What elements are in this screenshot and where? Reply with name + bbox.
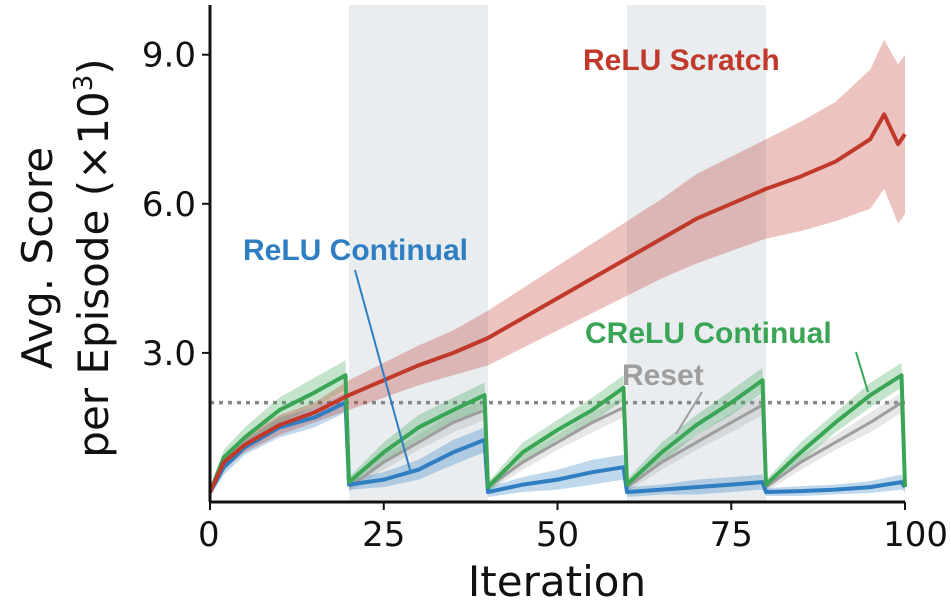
pointer-crelu-continual xyxy=(855,351,869,393)
y-tick-label: 3.0 xyxy=(142,334,196,374)
pointer-reset xyxy=(675,391,703,435)
label-relu-scratch: ReLU Scratch xyxy=(583,44,780,77)
shaded-regions xyxy=(349,5,766,502)
x-tick-label: 75 xyxy=(710,515,753,555)
x-ticks: 0 25 50 75 100 xyxy=(198,502,948,555)
y-axis-label-line2: per Episode (×103) xyxy=(69,58,118,457)
y-tick-label: 6.0 xyxy=(142,185,196,225)
band-relu-scratch xyxy=(210,39,905,498)
y-axis-label: Avg. Score per Episode (×103) xyxy=(13,58,118,457)
shaded-region-1 xyxy=(627,5,766,502)
series-lines xyxy=(208,112,907,495)
y-ticks: 3.0 6.0 9.0 xyxy=(142,36,210,374)
band-relu-continual xyxy=(210,392,905,498)
y-axis-label-line1: Avg. Score xyxy=(13,147,62,369)
label-reset: Reset xyxy=(622,359,704,392)
pointer-relu-continual xyxy=(354,269,411,471)
x-tick-label: 0 xyxy=(198,515,220,555)
x-tick-label: 25 xyxy=(362,515,405,555)
line-relu-scratch xyxy=(208,112,907,493)
label-crelu-continual: CReLU Continual xyxy=(585,317,832,350)
line-crelu-continual xyxy=(208,373,907,493)
annotation-pointers xyxy=(354,269,869,471)
label-relu-continual: ReLU Continual xyxy=(243,234,468,267)
y-tick-label: 9.0 xyxy=(142,36,196,76)
x-axis-label: Iteration xyxy=(468,557,646,605)
line-relu-continual xyxy=(208,400,907,495)
x-tick-label: 50 xyxy=(536,515,579,555)
x-tick-label: 100 xyxy=(883,515,948,555)
